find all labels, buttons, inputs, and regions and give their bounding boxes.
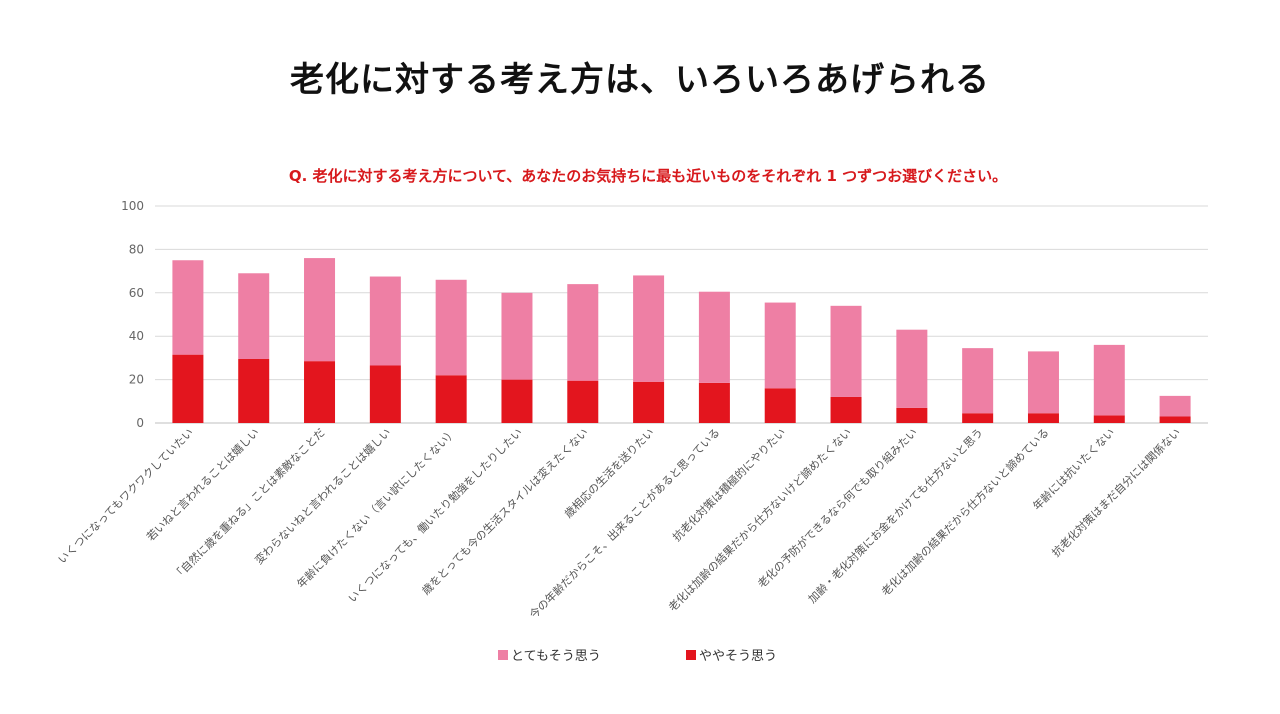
bar-totemo-7 [567,284,599,381]
category-label-4: 変わらないねと言われることは嬉しい [252,425,394,567]
bar-yaya-13 [962,413,994,423]
bar-totemo-14 [1027,351,1059,414]
bar-yaya-3 [304,361,336,423]
bar-yaya-12 [896,407,928,423]
bar-yaya-4 [369,365,401,423]
y-tick-label: 60 [129,286,144,300]
legend-swatch-1 [686,650,696,660]
bar-yaya-7 [567,380,599,423]
bar-totemo-8 [633,275,665,382]
legend-label-1: ややそう思う [699,649,777,664]
y-tick-label: 0 [136,416,144,430]
bar-totemo-9 [698,291,730,383]
question-text: Q. 老化に対する考え方について、あなたのお気持ちに最も近いものをそれぞれ 1 … [288,167,1008,185]
bar-yaya-2 [238,358,270,423]
y-tick-label: 80 [129,242,144,256]
bar-yaya-1 [172,354,204,423]
bar-totemo-13 [962,348,994,414]
category-label-2: 若いねと言われることは嬉しい [143,425,261,543]
bar-yaya-9 [698,382,730,423]
bar-totemo-6 [501,292,533,380]
bar-yaya-8 [633,381,665,423]
legend-swatch-2 [498,650,508,660]
bar-yaya-14 [1027,413,1059,423]
bar-totemo-3 [304,258,336,362]
bar-yaya-5 [435,375,467,423]
bar-totemo-15 [1093,344,1125,416]
bar-yaya-6 [501,379,533,423]
y-tick-label: 40 [129,329,144,343]
bar-yaya-15 [1093,415,1125,423]
bar-totemo-11 [830,305,862,397]
bar-totemo-1 [172,260,204,355]
bar-yaya-11 [830,396,862,423]
category-label-10: 抗老化対策は積極的にやりたい [670,425,789,544]
bar-totemo-12 [896,329,928,408]
y-tick-label: 100 [121,199,144,213]
bar-totemo-16 [1159,395,1191,417]
bar-totemo-2 [238,273,270,359]
category-label-16: 抗老化対策はまだ自分には関係ない [1049,425,1183,559]
bar-totemo-10 [764,302,796,389]
y-tick-label: 20 [129,373,144,387]
page-title: 老化に対する考え方は、いろいろあげられる [290,60,990,100]
bar-totemo-5 [435,279,467,376]
bar-yaya-16 [1159,416,1191,423]
bar-totemo-4 [369,276,401,366]
bar-yaya-10 [764,388,796,423]
category-label-3: 「自然に歳を重ねる」ことは素敵なことだ [170,425,328,583]
legend-label-2: とてもそう思う [511,649,601,664]
category-label-1: いくつになってもワクワクしていたい [56,426,196,566]
